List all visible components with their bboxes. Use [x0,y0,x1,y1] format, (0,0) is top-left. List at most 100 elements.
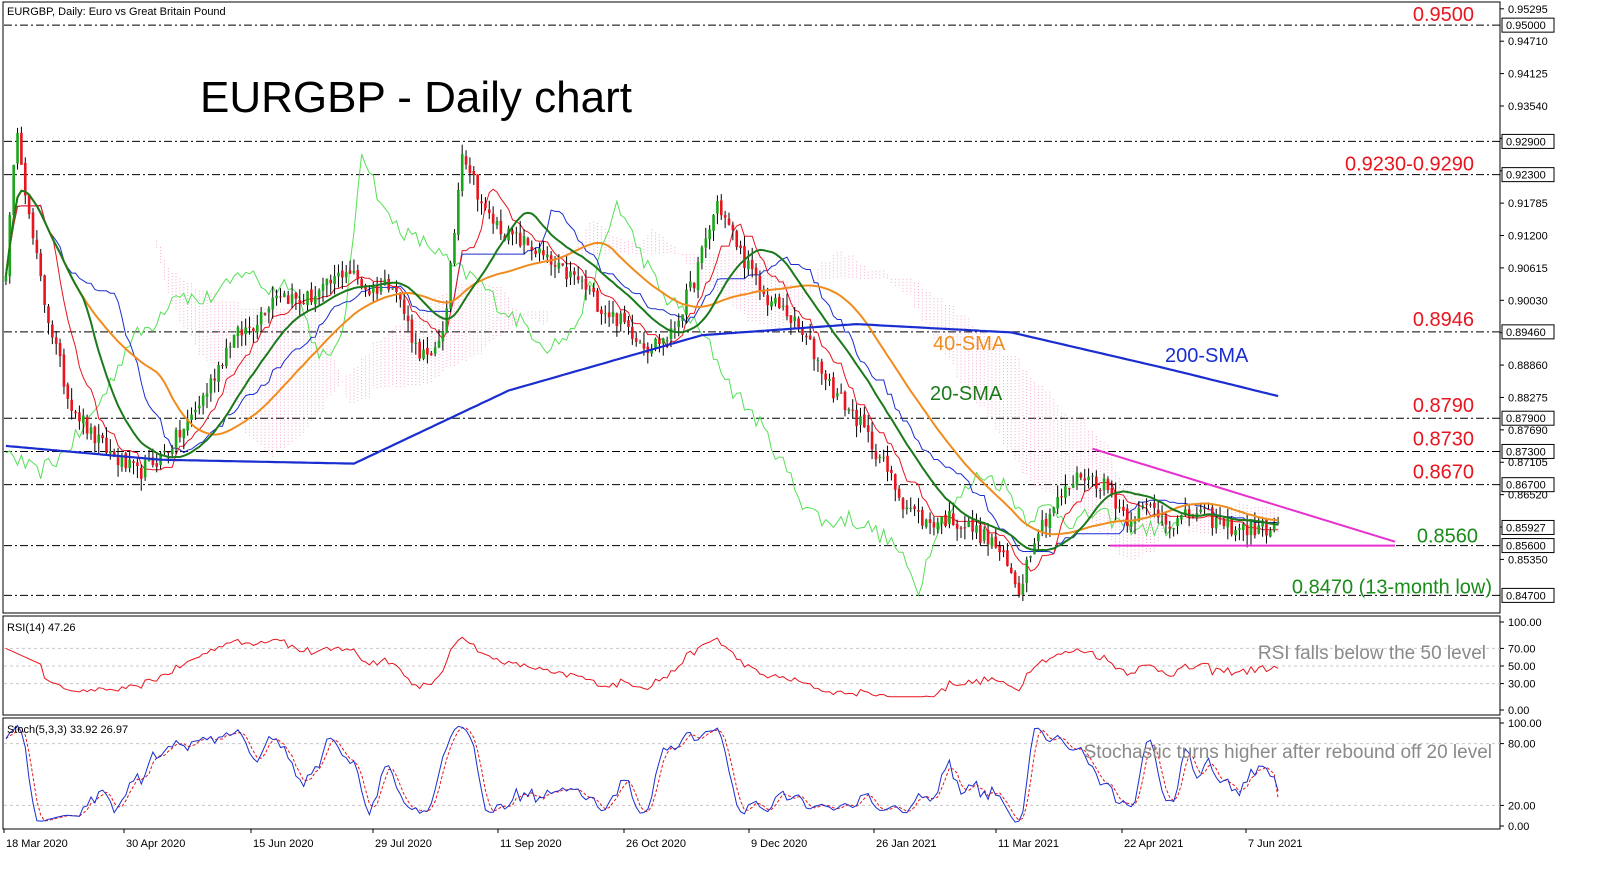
candle-body [205,393,209,397]
candle-body [120,455,124,468]
candle-body [491,213,495,224]
candle-body [1230,519,1233,535]
rsi-annotation: RSI falls below the 50 level [1258,643,1486,664]
candle-body [936,522,940,530]
candle-body [785,305,789,317]
candle-body [623,312,626,323]
candle-body [708,229,711,240]
candle-body [472,171,476,176]
candle-body [777,296,781,309]
candle-body [31,212,35,239]
candle-body [170,448,174,455]
candle-body [437,340,441,348]
candle-body [797,318,800,328]
candle-body [677,320,681,327]
candle-body [534,250,537,254]
candle-body [855,409,858,427]
candle-body [824,373,827,380]
candle-body [54,337,58,344]
sma20-line [4,189,1279,552]
candle-body [545,254,549,258]
candle-body [410,319,414,343]
candle-body [816,359,820,361]
candle-body [1021,583,1025,596]
candle-body [221,365,224,367]
candle-body [951,513,955,526]
candle-body [344,272,348,278]
candle-body [565,267,568,280]
candle-body [379,286,383,292]
candle-body [1040,519,1044,533]
sma200-label: 200-SMA [1165,345,1249,367]
candle-body [611,311,615,317]
candle-body [93,426,97,444]
candle-body [283,293,286,297]
candle-body [553,265,557,267]
candle-body [480,201,483,204]
candle-body [631,326,634,339]
candle-body [197,405,201,409]
candle-body [982,529,986,541]
candle-body [1180,515,1183,520]
candle-body [1168,526,1172,529]
candle-body [1079,473,1083,478]
stoch-tick-label: 80.00 [1508,739,1536,751]
candle-body [406,315,410,322]
candle-body [1203,507,1206,509]
candle-body [383,279,387,285]
symbol-header: EURGBP, Daily: Euro vs Great Britain Pou… [7,6,226,18]
candle-body [1095,476,1098,489]
candle-body [770,301,773,307]
sma40-label: 40-SMA [933,333,1006,355]
price-tag-label: 0.86700 [1506,480,1546,492]
candle-body [650,348,653,354]
candle-body [259,312,263,325]
candle-body [313,296,317,305]
candle-body [820,361,824,374]
candle-body [917,510,920,512]
candle-body [321,284,325,291]
tenkan-line [5,188,1279,572]
candle-body [232,334,236,348]
candle-body [275,295,278,299]
date-tick-label: 30 Apr 2020 [126,838,185,850]
candle-body [1102,478,1106,491]
price-tag-box [1501,410,1555,426]
candle-body [1160,516,1164,518]
stoch-annotation: Stochastic turns higher after rebound of… [1084,742,1492,763]
candle-body [1075,472,1079,486]
candle-body [1183,509,1187,516]
candle-body [387,278,391,290]
candle-body [399,292,402,300]
candle-body [418,341,421,359]
price-tag-box [1501,324,1555,340]
candle-body [1118,507,1121,509]
stoch-k-line [5,724,1279,823]
candle-body [909,507,913,509]
candle-body [689,281,692,288]
level-label-4: 0.8730 [1413,428,1474,450]
sma200-line [5,322,1279,465]
candle-body [139,467,143,479]
date-tick-label: 18 Mar 2020 [6,838,68,850]
candle-body [429,353,433,356]
candle-body [460,154,464,191]
candle-body [596,290,599,312]
rsi-tick-label: 50.00 [1508,661,1536,673]
level-label-7: 0.8470 (13-month low) [1292,576,1492,598]
candle-body [433,347,437,354]
rsi-tick-label: 0.00 [1508,705,1529,717]
candle-body [1241,524,1245,530]
candle-body [739,245,742,249]
candle-body [704,238,708,248]
candle-body [4,275,8,282]
candle-body [375,286,379,294]
candle-body [248,326,251,328]
candle-body [1064,486,1067,498]
candle-body [484,203,487,209]
candle-body [255,324,259,333]
candle-body [998,545,1001,553]
candle-body [66,384,70,399]
candle-body [43,275,46,305]
rsi-header: RSI(14) 47.26 [7,622,75,634]
